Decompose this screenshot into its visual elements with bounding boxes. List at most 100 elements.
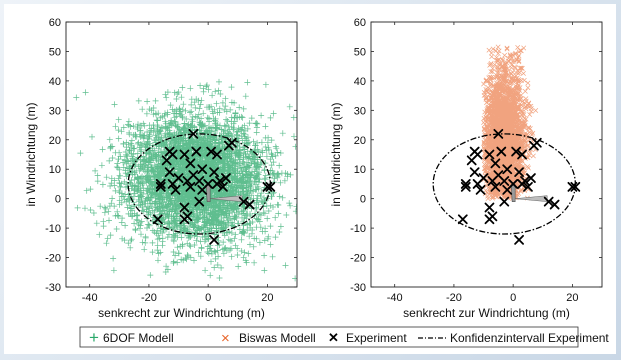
y-tick-label: 0 [55,194,61,206]
y-tick-label: -20 [45,253,61,265]
wind-arrow [515,195,548,202]
legend-item-biswas: × Biswas Modell [221,330,316,347]
experiment-point [152,214,163,225]
legend: + 6DOF Modell × Biswas Modell ✕ Experime… [79,326,609,348]
x-tick-label: 0 [510,292,516,304]
y-tick-label: 60 [49,17,61,29]
experiment-point [188,170,199,181]
x-tick-label: 0 [205,292,211,304]
y-tick-label: -10 [350,223,366,235]
experiment-point [262,181,273,192]
experiment-point [179,214,190,225]
x-tick-label: -40 [387,292,403,304]
experiment-point [188,128,199,139]
experiment-point [206,146,217,157]
experiment-point [508,179,519,189]
y-tick-label: 60 [354,17,366,29]
experiment-point [484,149,495,160]
plot-right: -40 -20 0 20 -30 -20 -10 0 10 20 30 40 50 60 senkrecht… [329,17,603,320]
experiment-point [514,234,524,245]
experiment-point [161,155,172,166]
experiment-point [460,179,471,189]
x-tick-label: -20 [446,292,462,304]
x-axis-label: senkrecht zur Windrichtung (m) [98,306,265,320]
y-tick-label: 0 [360,194,366,206]
experiment-point [457,214,468,225]
series-experiment [457,128,581,245]
y-tick-label: 20 [354,135,366,147]
experiment-point [197,164,208,175]
experiment-point [490,158,501,169]
experiment-point [484,214,495,225]
experiment-point [167,179,178,189]
legend-label-experiment: Experiment [346,331,407,345]
legend-label-6dof: 6DOF Modell [103,331,174,345]
experiment-point [203,179,214,189]
x-tick-label: -40 [82,292,98,304]
experiment-point [212,149,222,160]
legend-symbol-6dof: + [89,328,99,347]
series-experiment [152,128,276,245]
experiment-point [164,167,175,178]
experiment-point [185,181,196,192]
data-layer [432,44,581,245]
experiment-point [215,176,225,186]
experiment-point [517,149,527,160]
experiment-point [179,149,190,160]
y-axis-label: in Windrichtung (m) [24,102,38,206]
experiment-point [520,176,530,186]
experiment-point [170,184,181,195]
experiment-point [472,179,483,189]
experiment-point [238,196,249,207]
experiment-point [531,137,542,148]
legend-symbol-experiment: ✕ [328,330,339,345]
experiment-point [475,184,486,195]
experiment-point [155,179,166,189]
data-layer [73,78,297,282]
y-tick-label: 50 [354,46,366,58]
experiment-point [484,202,495,213]
plot-frame [65,21,298,288]
experiment-point [567,181,578,192]
y-tick-label: 10 [354,164,366,176]
x-axis-label: senkrecht zur Windrichtung (m) [403,306,570,320]
experiment-point [526,173,536,183]
experiment-point [194,196,205,207]
experiment-point [466,155,477,166]
legend-label-konfidenz: Konfidenzintervall Experiment [450,331,609,345]
y-tick-label: 30 [354,105,366,117]
experiment-point [221,173,231,183]
experiment-point [499,196,510,207]
y-tick-label: -30 [350,282,366,294]
experiment-point [179,202,190,213]
y-tick-label: 30 [49,105,61,117]
plot-frame [370,21,603,288]
legend-symbol-biswas: × [221,330,230,347]
y-tick-label: -30 [45,282,61,294]
y-tick-label: -10 [45,223,61,235]
experiment-point [490,181,501,192]
y-tick-label: 50 [49,46,61,58]
y-tick-label: 40 [49,76,61,88]
x-tick-label: 20 [566,292,578,304]
experiment-point [493,128,504,139]
experiment-point [218,181,228,192]
experiment-point [460,181,471,192]
plot-left: -40 -20 0 20 -30 -20 -10 0 10 20 30 40 50 60 senkrecht… [24,17,298,320]
experiment-point [570,181,581,192]
y-tick-label: 20 [49,135,61,147]
y-tick-label: 40 [354,76,366,88]
legend-item-experiment: ✕ Experiment [328,330,407,345]
wind-arrow [210,195,243,202]
legend-box [79,326,579,348]
x-tick-label: 20 [261,292,273,304]
y-tick-label: 10 [49,164,61,176]
legend-item-konfidenz: Konfidenzintervall Experiment [418,331,609,345]
y-axis-label: in Windrichtung (m) [329,102,343,206]
experiment-point [496,146,507,157]
experiment-point [265,181,276,192]
experiment-point [469,167,480,178]
experiment-point [244,199,255,210]
experiment-point [543,196,554,207]
